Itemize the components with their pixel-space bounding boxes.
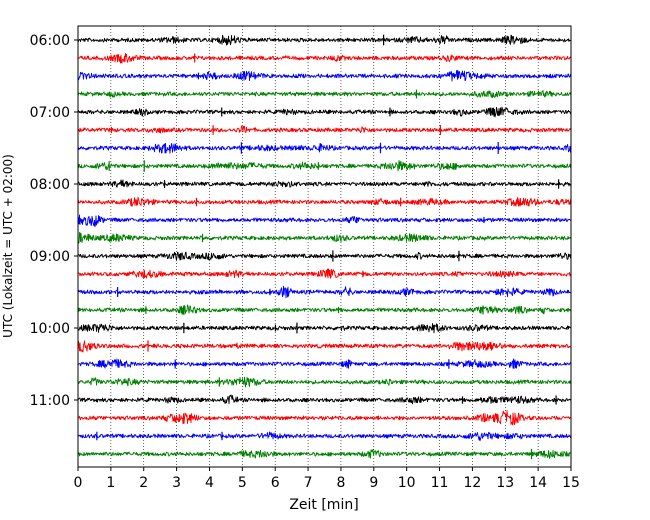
- trace-line: [77, 394, 572, 405]
- trace-line: [77, 268, 572, 279]
- y-axis-ticks: 06:00 07:00 08:00 09:00 10:00 11:00: [30, 33, 78, 409]
- x-tick-label: 15: [562, 475, 580, 491]
- trace-line: [77, 125, 572, 134]
- y-axis-title: UTC (Lokalzeit = UTC + 02:00): [1, 154, 15, 338]
- trace-line: [78, 142, 572, 154]
- x-tick-label: 2: [139, 475, 148, 491]
- x-tick-label: 11: [431, 475, 449, 491]
- trace-line: [77, 214, 572, 228]
- x-tick-label: 4: [205, 475, 214, 491]
- x-tick-label: 8: [336, 475, 345, 491]
- trace-line: [77, 106, 572, 118]
- y-tick-label: 10:00: [30, 321, 70, 337]
- trace-layer: [77, 34, 572, 460]
- x-tick-label: 14: [529, 475, 547, 491]
- x-tick-label: 3: [172, 475, 181, 491]
- x-tick-label: 7: [304, 475, 313, 491]
- trace-line: [77, 304, 572, 316]
- x-tick-label: 10: [398, 475, 416, 491]
- x-tick-label: 12: [463, 475, 481, 491]
- y-tick-label: 09:00: [30, 249, 70, 265]
- x-tick-label: 5: [238, 475, 247, 491]
- trace-line: [77, 431, 572, 442]
- trace-line: [77, 322, 572, 334]
- trace-line: [77, 160, 572, 172]
- plot-frame: [77, 25, 572, 468]
- y-tick-label: 06:00: [30, 33, 70, 49]
- y-tick-label: 07:00: [30, 105, 70, 121]
- trace-line: [77, 448, 572, 459]
- trace-line: [77, 285, 572, 299]
- trace-line: [77, 358, 572, 370]
- trace-line: [77, 52, 572, 64]
- trace-line: [77, 251, 572, 261]
- trace-line: [77, 34, 572, 46]
- y-tick-label: 11:00: [30, 393, 70, 409]
- x-axis-ticks: 0 1 2 3 4 5 6 7 8 9 10 11 12 13 14 15: [74, 467, 580, 491]
- x-tick-label: 13: [496, 475, 514, 491]
- trace-line: [77, 232, 572, 244]
- x-axis-title: Zeit [min]: [289, 497, 358, 513]
- x-tick-label: 9: [369, 475, 378, 491]
- trace-line: [77, 196, 572, 207]
- x-tick-label: 0: [74, 475, 83, 491]
- x-tick-label: 1: [106, 475, 115, 491]
- x-tick-label: 6: [271, 475, 280, 491]
- y-tick-label: 08:00: [30, 177, 70, 193]
- trace-line: [77, 69, 572, 82]
- trace-line: [77, 179, 572, 188]
- trace-line: [77, 410, 572, 426]
- trace-line: [77, 90, 572, 98]
- trace-line: [77, 376, 572, 388]
- trace-line: [77, 340, 572, 353]
